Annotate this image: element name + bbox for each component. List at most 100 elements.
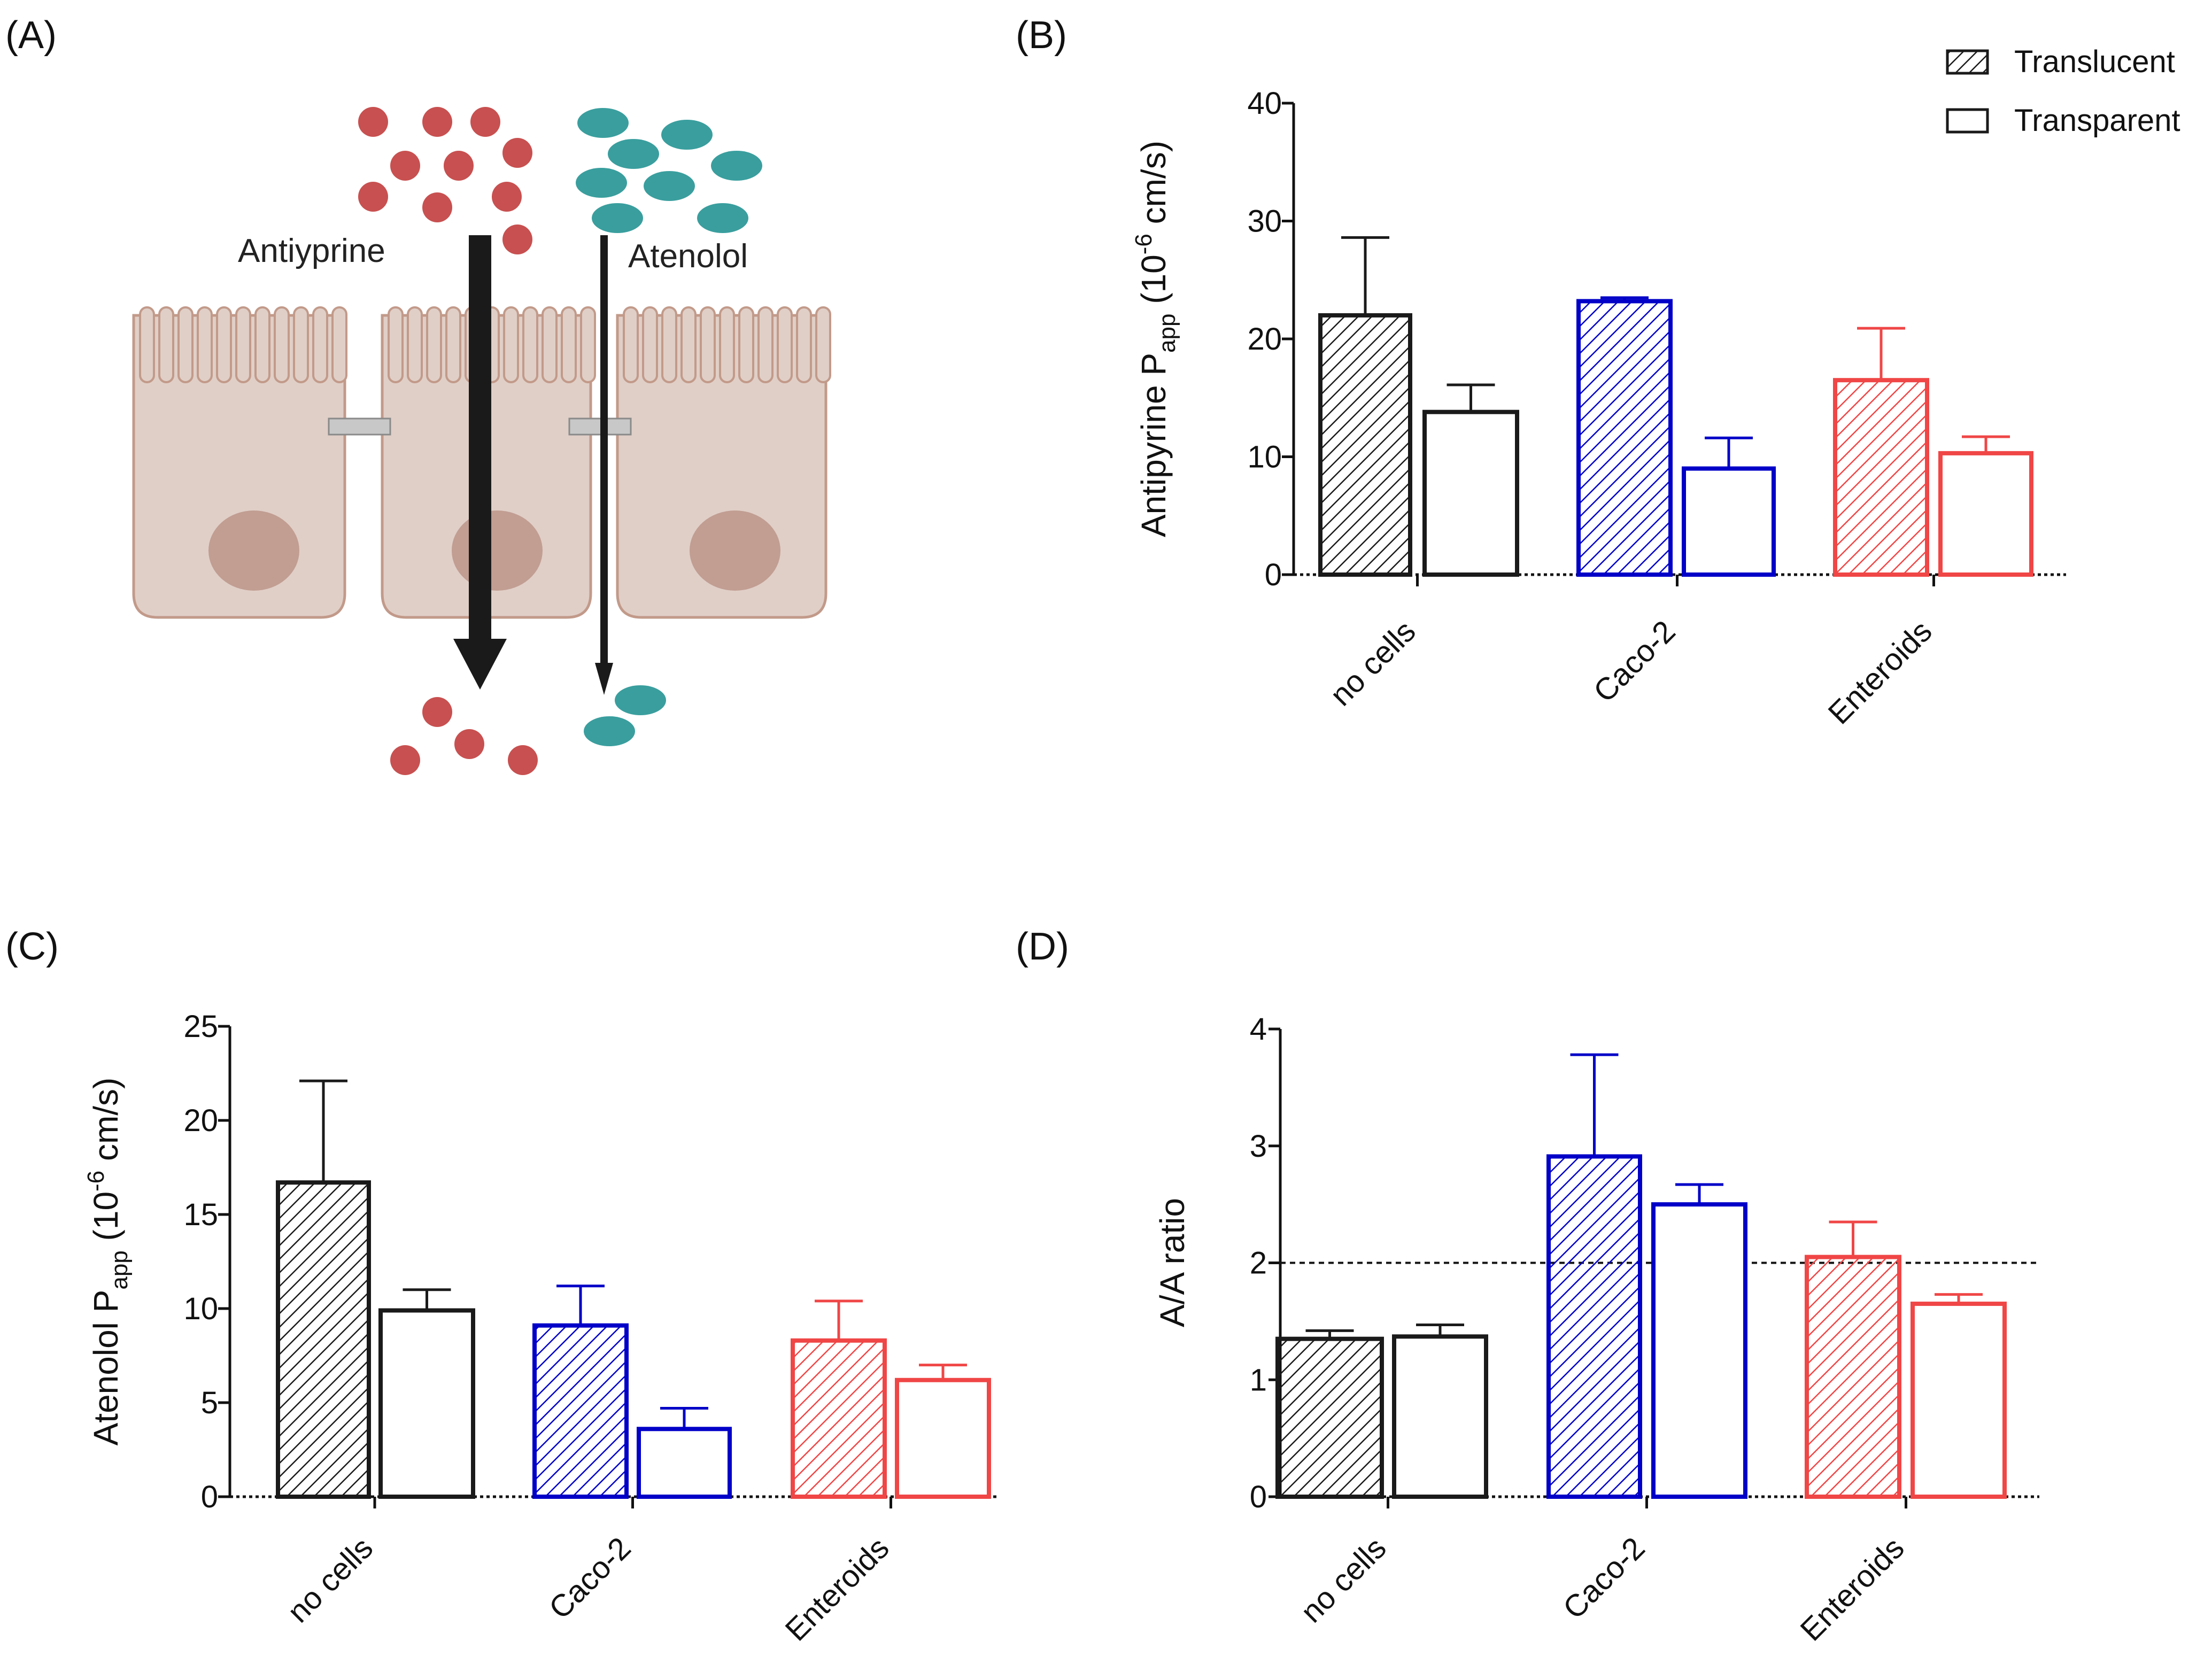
y-tick-label: 0 xyxy=(1250,1480,1267,1514)
microvillus xyxy=(561,306,577,383)
antipyrine-molecule xyxy=(508,745,538,775)
microvillus xyxy=(274,306,290,383)
y-axis-label-unit-end: cm/s) xyxy=(1134,141,1173,234)
x-category-label: Caco-2 xyxy=(1557,1530,1652,1626)
microvillus xyxy=(445,306,461,383)
x-category-label: Enteroids xyxy=(778,1530,895,1647)
microvillus xyxy=(158,306,174,383)
y-axis-label-unit: (10 xyxy=(87,1191,125,1250)
chart-atenolol-papp: (C) 0 5 10 15 20 25 no cells Caco-2 Enteroids Aten… xyxy=(5,925,997,1647)
antipyrine-molecule xyxy=(422,192,452,222)
bar-translucent-no-cells xyxy=(1275,1336,1384,1499)
microvillus xyxy=(680,306,697,383)
antipyrine-label: Antiyprine xyxy=(238,233,385,269)
microvillus xyxy=(426,306,442,383)
antipyrine-molecules-basolateral xyxy=(390,697,538,775)
antipyrine-molecule xyxy=(492,182,522,212)
microvillus xyxy=(642,306,658,383)
y-tick-label: 4 xyxy=(1250,1012,1267,1047)
x-category-label: Enteroids xyxy=(1821,614,1938,731)
antipyrine-molecule xyxy=(390,151,420,181)
antipyrine-molecule xyxy=(444,151,474,181)
bar-transparent-caco-2 xyxy=(1682,466,1776,577)
y-axis-label-main: Antipyrine P xyxy=(1134,353,1173,537)
atenolol-molecule xyxy=(661,120,713,150)
microvillus xyxy=(738,306,754,383)
antipyrine-molecule xyxy=(454,729,484,759)
microvillus xyxy=(331,306,347,383)
legend-label-transparent: Transparent xyxy=(2014,103,2180,138)
y-tick-label: 20 xyxy=(1247,322,1282,357)
bar-transparent-caco-2 xyxy=(637,1427,732,1499)
panel-label: (C) xyxy=(5,925,59,968)
x-category-label: no cells xyxy=(1294,1530,1393,1629)
atenolol-molecule xyxy=(644,171,695,201)
microvillus xyxy=(293,306,309,383)
antipyrine-molecule xyxy=(422,697,452,727)
legend: Translucent Transparent xyxy=(1946,44,2180,138)
microvillus xyxy=(312,306,328,383)
tight-junction-right xyxy=(568,417,632,436)
atenolol-molecule xyxy=(697,203,748,233)
atenolol-molecule xyxy=(608,139,659,169)
atenolol-label: Atenolol xyxy=(628,238,748,275)
y-tick-label: 1 xyxy=(1250,1363,1267,1397)
atenolol-molecule xyxy=(584,716,635,746)
legend-swatch-translucent xyxy=(1946,49,1989,75)
y-tick-label: 0 xyxy=(1265,558,1282,592)
antipyrine-molecule xyxy=(390,745,420,775)
y-tick-label: 30 xyxy=(1247,204,1282,239)
chart-aa-ratio: (D) 0 1 2 3 4 no cells Caco-2 Enteroids A/A ratio xyxy=(1016,925,2039,1647)
x-category-label: Enteroids xyxy=(1793,1530,1911,1647)
bar-transparent-no-cells xyxy=(1392,1334,1488,1499)
microvillus xyxy=(623,306,639,383)
microvillus xyxy=(407,306,423,383)
atenolol-molecule xyxy=(592,203,643,233)
y-axis-label-unit: (10 xyxy=(1134,254,1173,313)
microvillus xyxy=(777,306,793,383)
tight-junction-left xyxy=(328,417,391,436)
atenolol-molecules-basolateral xyxy=(584,685,666,746)
panel-label: (B) xyxy=(1016,14,1067,57)
microvillus xyxy=(177,306,194,383)
chart-antipyrine-papp: (B) 0 10 20 30 40 no cells Caco-2 Enteroids Antip… xyxy=(1016,14,2066,731)
bar-translucent-enteroids xyxy=(791,1338,887,1499)
atenolol-transport-arrow xyxy=(595,235,613,695)
y-axis-label-exponent: -6 xyxy=(1131,234,1157,254)
x-category-label: Caco-2 xyxy=(1587,614,1682,709)
atenolol-molecule xyxy=(615,685,666,715)
y-axis-label: Antipyrine Papp (10-6 cm/s) xyxy=(1131,141,1180,537)
y-axis-label-main: A/A ratio xyxy=(1153,1198,1192,1327)
legend-swatch-transparent xyxy=(1946,108,1989,134)
atenolol-molecule xyxy=(576,168,627,198)
antipyrine-molecule xyxy=(502,225,532,254)
nucleus-right xyxy=(690,510,780,591)
microvillus xyxy=(522,306,538,383)
antipyrine-molecule xyxy=(422,107,452,137)
bar-transparent-enteroids xyxy=(1938,451,2033,577)
y-axis-label-main: Atenolol P xyxy=(87,1290,125,1446)
microvillus xyxy=(757,306,774,383)
bar-translucent-no-cells xyxy=(1318,313,1412,577)
bar-translucent-caco-2 xyxy=(1576,299,1673,577)
x-category-label: no cells xyxy=(281,1530,380,1629)
bar-translucent-caco-2 xyxy=(1546,1154,1642,1499)
y-tick-label: 20 xyxy=(183,1103,218,1138)
microvillus xyxy=(796,306,812,383)
x-category-label: no cells xyxy=(1324,614,1422,713)
microvillus xyxy=(700,306,716,383)
atenolol-molecule xyxy=(711,151,762,181)
y-tick-label: 2 xyxy=(1250,1246,1267,1281)
microvillus xyxy=(235,306,251,383)
antipyrine-molecules-apical xyxy=(358,107,532,254)
antipyrine-molecule xyxy=(358,107,388,137)
antipyrine-molecule xyxy=(502,138,532,168)
microvillus xyxy=(580,306,596,383)
y-axis-label-subscript: app xyxy=(1154,314,1180,353)
y-tick-label: 10 xyxy=(1247,440,1282,475)
microvillus xyxy=(216,306,232,383)
y-tick-label: 40 xyxy=(1247,86,1282,121)
y-axis-label-exponent: -6 xyxy=(83,1171,109,1191)
bar-translucent-enteroids xyxy=(1805,1255,1901,1499)
antipyrine-molecule xyxy=(358,182,388,212)
